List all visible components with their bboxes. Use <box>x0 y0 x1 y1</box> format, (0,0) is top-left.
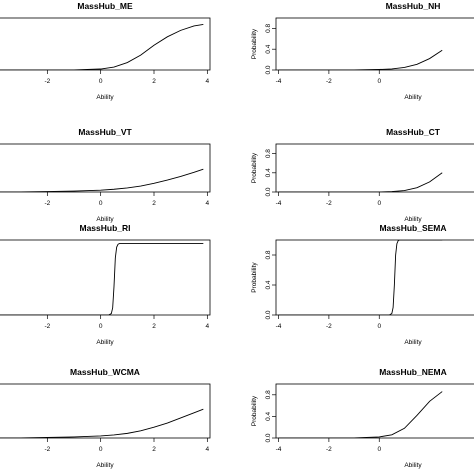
x-axis-label: Ability <box>96 94 114 101</box>
y-axis-label: Probability <box>251 395 258 426</box>
y-tick-label: 0.8 <box>265 390 272 399</box>
x-tick-label: -2 <box>326 200 332 207</box>
x-tick-label: -2 <box>326 446 332 453</box>
probability-curve <box>0 408 204 438</box>
panel-title: MassHub_NEMA <box>379 367 447 377</box>
y-tick-label: 0.0 <box>265 433 272 442</box>
plot-frame <box>0 239 211 316</box>
x-axis-label: Ability <box>404 339 422 346</box>
y-tick-label: 0.0 <box>265 65 272 74</box>
x-axis-label: Ability <box>404 216 422 223</box>
plot-frame <box>0 143 211 193</box>
x-tick-label: -2 <box>326 323 332 330</box>
x-tick-label: 0 <box>99 200 103 207</box>
panel-7: MassHub_WCMA -2 0 2 4 Ability <box>0 367 211 469</box>
panel-6: MassHub_SEMA -4 -2 0 0.0 0.4 0.8 Ability Probabi… <box>251 223 474 346</box>
plot-frame <box>275 143 474 193</box>
x-tick-label: -4 <box>276 323 282 330</box>
probability-curve <box>278 391 443 438</box>
x-axis-label: Ability <box>96 339 114 346</box>
panel-title: MassHub_WCMA <box>70 367 140 377</box>
x-tick-label: 2 <box>152 323 156 330</box>
x-tick-label: 4 <box>206 78 210 85</box>
y-axis-label: Probability <box>251 28 258 59</box>
y-tick-label: 0.4 <box>265 168 272 177</box>
x-tick-label: 0 <box>99 323 103 330</box>
plot-frame <box>275 383 474 439</box>
y-axis-label: Probability <box>251 262 258 293</box>
probability-curve <box>278 49 443 70</box>
probability-curve <box>0 168 204 192</box>
y-tick-label: 0.8 <box>265 24 272 33</box>
panel-5: MassHub_RI -2 0 2 4 Ability <box>0 223 211 346</box>
y-tick-label: 0.4 <box>265 412 272 421</box>
x-tick-label: 0 <box>377 200 381 207</box>
panel-title: MassHub_ME <box>77 1 133 11</box>
y-axis-label: Probability <box>251 152 258 183</box>
x-tick-label: -2 <box>44 323 50 330</box>
x-tick-label: -2 <box>44 200 50 207</box>
panel-3: MassHub_VT -2 0 2 4 Ability <box>0 127 211 223</box>
probability-curve <box>278 240 443 315</box>
x-tick-label: 0 <box>99 446 103 453</box>
panel-2: MassHub_NH -4 -2 0 0.0 0.4 0.8 Ability Probabili… <box>251 1 474 101</box>
x-tick-label: -2 <box>44 446 50 453</box>
panel-1: MassHub_ME -2 0 2 4 Ability <box>0 1 211 101</box>
plot-frame <box>275 17 474 71</box>
x-tick-label: 0 <box>99 78 103 85</box>
probability-curve <box>0 23 204 70</box>
x-tick-label: 0 <box>377 446 381 453</box>
x-tick-label: 4 <box>206 446 210 453</box>
plot-frame <box>0 383 211 439</box>
x-tick-label: 4 <box>206 323 210 330</box>
panel-title: MassHub_CT <box>386 127 441 137</box>
x-tick-label: 4 <box>206 200 210 207</box>
x-tick-label: 0 <box>377 323 381 330</box>
y-tick-label: 0.8 <box>265 149 272 158</box>
y-tick-label: 0.8 <box>265 250 272 259</box>
x-axis-label: Ability <box>96 216 114 223</box>
x-tick-label: 2 <box>152 78 156 85</box>
x-tick-label: 0 <box>377 78 381 85</box>
x-axis-label: Ability <box>96 462 114 469</box>
panel-title: MassHub_SEMA <box>379 223 446 233</box>
y-tick-label: 0.4 <box>265 44 272 53</box>
plot-frame <box>0 17 211 71</box>
x-axis-label: Ability <box>404 94 422 101</box>
panel-title: MassHub_VT <box>78 127 132 137</box>
x-axis-label: Ability <box>404 462 422 469</box>
x-tick-label: -2 <box>326 78 332 85</box>
panel-title: MassHub_NH <box>386 1 441 11</box>
x-tick-label: -2 <box>44 78 50 85</box>
panel-8: MassHub_NEMA -4 -2 0 0.0 0.4 0.8 Ability Probabi… <box>251 367 474 469</box>
panel-title: MassHub_RI <box>79 223 130 233</box>
panel-4: MassHub_CT -4 -2 0 0.0 0.4 0.8 Ability Probabili… <box>251 127 474 223</box>
plot-frame <box>275 239 474 316</box>
x-tick-label: -4 <box>276 446 282 453</box>
probability-curve <box>278 172 443 192</box>
x-tick-label: -4 <box>276 78 282 85</box>
y-tick-label: 0.4 <box>265 280 272 289</box>
y-tick-label: 0.0 <box>265 187 272 196</box>
x-tick-label: 2 <box>152 200 156 207</box>
probability-curve <box>0 243 204 315</box>
y-tick-label: 0.0 <box>265 310 272 319</box>
x-tick-label: -4 <box>276 200 282 207</box>
x-tick-label: 2 <box>152 446 156 453</box>
